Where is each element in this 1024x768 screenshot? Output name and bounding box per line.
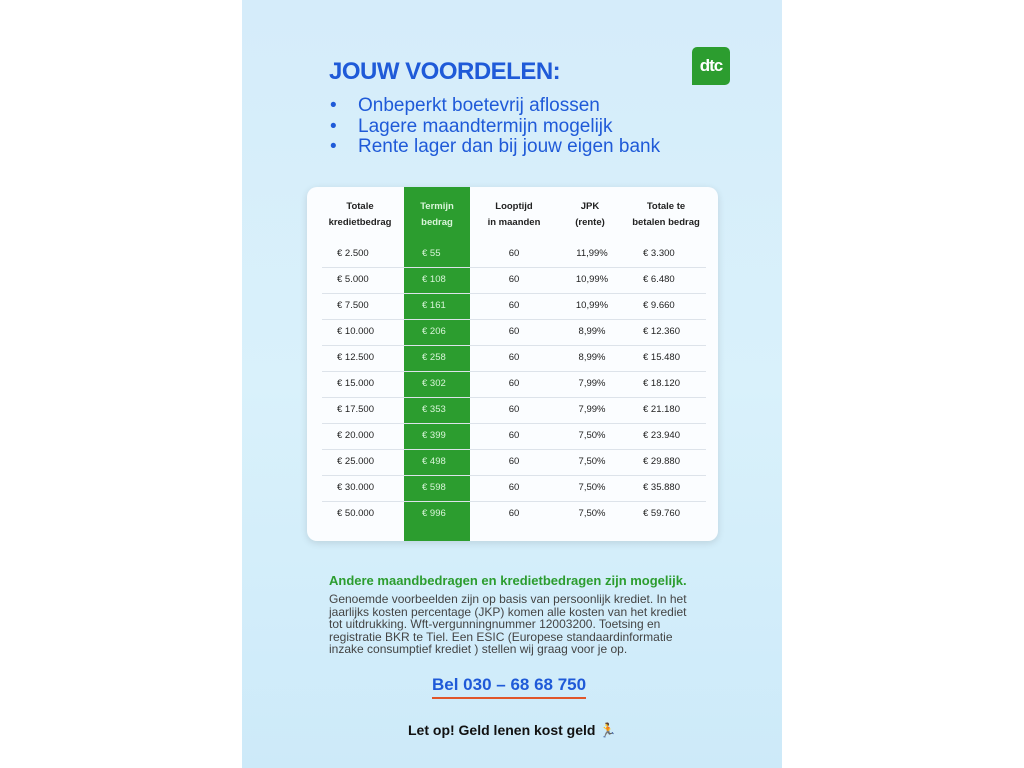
table-cell: 60 [508,274,520,285]
table-cell: € 12.360 [643,326,680,337]
table-cell: € 15.480 [643,352,680,363]
table-cell: € 302 [422,378,446,389]
table-cell: 7,99% [578,378,606,389]
bullet-icon: • [330,136,337,157]
table-cell: 60 [508,300,520,311]
table-row: € 25.000 € 498 60 7,50% € 29.880 [322,449,706,476]
bullet-icon: • [330,115,337,137]
column-header-line: bedrag [421,217,453,228]
table-cell: € 498 [422,456,446,467]
table-cell: 7,50% [578,482,606,493]
table-row: € 2.500 € 55 60 11,99% € 3.300 [322,241,706,268]
table-cell: 8,99% [578,326,606,337]
column-header-line: (rente) [575,217,605,228]
column-header: Looptijd in maanden [469,199,559,231]
column-header: Termijn bedrag [392,199,482,231]
table-cell: € 10.000 [337,326,374,337]
table-cell: 10,99% [575,274,609,285]
table-cell: 7,99% [578,404,606,415]
page-title: JOUW VOORDELEN: [329,58,561,85]
column-header: JPK (rente) [545,199,635,231]
column-header-line: kredietbedrag [328,217,392,228]
table-cell: € 108 [422,274,446,285]
table-cell: € 30.000 [337,482,374,493]
table-cell: 60 [508,508,520,519]
column-header-line: Totale te [646,201,686,212]
table-row: € 50.000 € 996 60 7,50% € 59.760 [322,501,706,527]
running-man-icon: 🏃 [599,722,617,738]
table-cell: € 9.660 [643,300,675,311]
phone-link[interactable]: Bel 030 – 68 68 750 [432,675,587,699]
benefit-item: • Onbeperkt boetevrij aflossen [330,95,600,116]
column-header-line: betalen bedrag [632,217,700,228]
table-cell: 60 [508,326,520,337]
table-cell: 60 [508,430,520,441]
table-cell: 7,50% [578,508,606,519]
table-cell: 7,50% [578,430,606,441]
table-row: € 5.000 € 108 60 10,99% € 6.480 [322,267,706,294]
table-cell: 60 [508,404,520,415]
table-row: € 30.000 € 598 60 7,50% € 35.880 [322,475,706,502]
table-cell: € 20.000 [337,430,374,441]
table-cell: € 35.880 [643,482,680,493]
table-cell: € 50.000 [337,508,374,519]
table-cell: € 15.000 [337,378,374,389]
table-cell: 60 [508,456,520,467]
table-cell: € 258 [422,352,446,363]
table-cell: € 25.000 [337,456,374,467]
table-cell: € 18.120 [643,378,680,389]
table-cell: € 21.180 [643,404,680,415]
bullet-icon: • [330,95,337,116]
table-cell: € 399 [422,430,446,441]
table-row: € 12.500 € 258 60 8,99% € 15.480 [322,345,706,372]
table-cell: 11,99% [576,248,608,259]
benefits-list: • Onbeperkt boetevrij aflossen • Lagere ma… [330,95,661,158]
table-cell: 8,99% [578,352,606,363]
table-cell: € 2.500 [337,248,369,259]
disclaimer-text: Genoemde voorbeelden zijn op basis van p… [329,592,687,657]
table-cell: € 12.500 [337,352,374,363]
termijn-column-highlight [404,187,470,541]
warning-text: Let op! Geld lenen kost geld 🏃 [408,722,617,738]
table-row: € 15.000 € 302 60 7,99% € 18.120 [322,371,706,398]
column-header: Totale kredietbedrag [315,199,405,231]
table-cell: € 161 [422,300,446,311]
table-cell: € 23.940 [643,430,680,441]
column-header-line: in maanden [487,217,541,228]
table-cell: 60 [508,352,520,363]
table-row: € 7.500 € 161 60 10,99% € 9.660 [322,293,706,320]
column-header-line: Termijn [420,201,454,212]
table-cell: € 5.000 [337,274,369,285]
other-amounts-note: Andere maandbedragen en kredietbedragen … [329,573,687,588]
table-cell: € 353 [422,404,446,415]
table-cell: € 206 [422,326,446,337]
benefit-item: • Lagere maandtermijn mogelijk [330,115,613,137]
loan-table-card [307,187,718,541]
table-cell: € 55 [422,248,441,259]
table-cell: € 17.500 [337,404,374,415]
table-cell: 60 [508,248,520,259]
table-cell: € 59.760 [643,508,680,519]
table-cell: € 3.300 [643,248,675,259]
table-row: € 17.500 € 353 60 7,99% € 21.180 [322,397,706,424]
column-header-line: Totale [346,201,374,212]
table-cell: € 6.480 [643,274,675,285]
table-row: € 10.000 € 206 60 8,99% € 12.360 [322,319,706,346]
table-cell: 60 [508,378,520,389]
table-cell: € 29.880 [643,456,680,467]
column-header: Totale te betalen bedrag [621,199,711,231]
table-cell: € 996 [422,508,446,519]
table-cell: € 598 [422,482,446,493]
table-row: € 20.000 € 399 60 7,50% € 23.940 [322,423,706,450]
table-cell: 7,50% [578,456,606,467]
column-header-line: Looptijd [495,201,533,212]
table-cell: 60 [508,482,520,493]
column-header-line: JPK [580,201,600,212]
benefit-item: • Rente lager dan bij jouw eigen bank [330,136,661,157]
table-cell: 10,99% [575,300,609,311]
table-cell: € 7.500 [337,300,369,311]
dtc-logo: dtc [692,47,730,85]
